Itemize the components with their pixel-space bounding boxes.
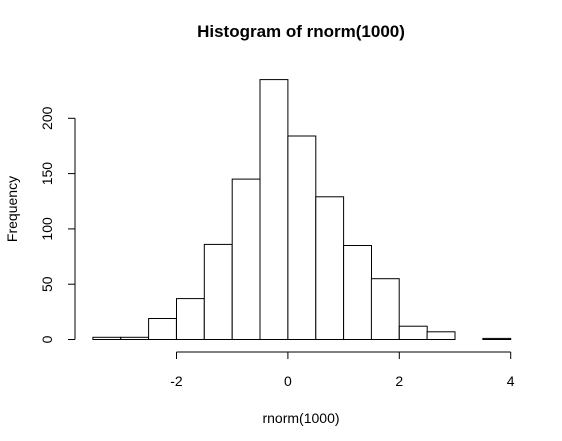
x-tick-label: 0 xyxy=(284,373,292,389)
histogram-bar xyxy=(120,336,150,340)
histogram-bar xyxy=(315,196,345,340)
histogram-bar xyxy=(148,318,177,340)
histogram-bar xyxy=(203,243,233,340)
y-tick-label: 150 xyxy=(39,162,55,186)
chart-title: Histogram of rnorm(1000) xyxy=(197,22,405,41)
histogram-bar xyxy=(176,298,205,341)
histogram-bar xyxy=(287,135,317,340)
x-axis-label: rnorm(1000) xyxy=(262,410,339,426)
histogram-bar xyxy=(398,325,428,341)
y-tick-label: 200 xyxy=(39,106,55,130)
y-axis: 0 50 100 150 200 xyxy=(39,106,76,343)
histogram-bar xyxy=(426,331,456,340)
histogram-bar xyxy=(92,336,122,340)
y-tick-label: 100 xyxy=(39,217,55,241)
histogram-bar xyxy=(370,278,400,341)
histogram-bar xyxy=(231,178,261,340)
y-axis-label: Frequency xyxy=(4,176,20,242)
histogram-bar xyxy=(259,79,289,340)
bars-group xyxy=(92,79,512,341)
y-tick-label: 0 xyxy=(39,335,55,343)
x-tick-label: 4 xyxy=(507,373,515,389)
histogram-bar xyxy=(482,337,512,340)
x-tick-label: -2 xyxy=(170,373,183,389)
x-axis: -2 0 2 4 xyxy=(170,351,515,389)
histogram-bar xyxy=(343,245,373,340)
x-tick-label: 2 xyxy=(395,373,403,389)
y-tick-label: 50 xyxy=(39,276,55,292)
